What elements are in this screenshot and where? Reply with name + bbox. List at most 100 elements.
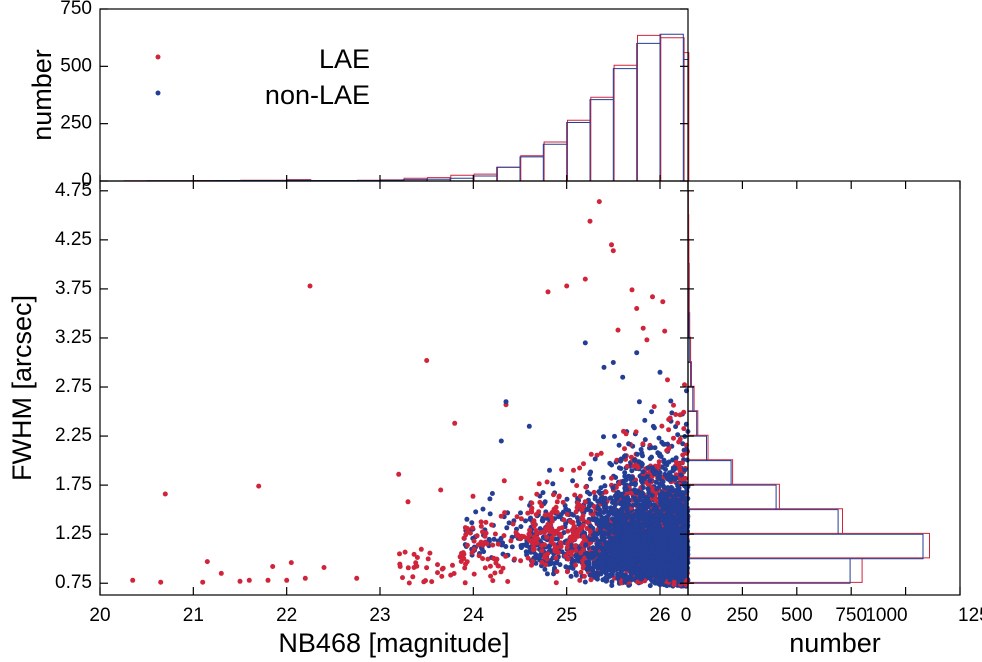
non-lae-point [676, 506, 682, 512]
lae-point [621, 428, 626, 434]
lae-point [514, 514, 520, 520]
non-lae-point [622, 453, 628, 459]
non-lae-point [634, 565, 640, 571]
non-lae-point [630, 539, 636, 545]
lae-point [405, 499, 411, 505]
lae-point [680, 452, 686, 458]
non-lae-point [639, 475, 645, 481]
non-lae-point [590, 537, 596, 543]
non-lae-point [469, 520, 475, 526]
non-lae-point [598, 485, 604, 491]
non-lae-point [634, 569, 640, 575]
lae-point [577, 465, 583, 471]
top-histogram-ylabel: number [27, 49, 57, 141]
lae-point [564, 511, 570, 517]
non-lae-point [563, 564, 569, 570]
non-lae-point [633, 522, 638, 528]
non-lae-point [612, 433, 617, 439]
non-lae-point [528, 515, 533, 521]
lae-point [307, 283, 313, 289]
lae-point [558, 540, 563, 546]
non-lae-point [609, 462, 615, 468]
non-lae-point [633, 498, 639, 504]
non-lae-point [656, 513, 662, 518]
lae-point [302, 575, 308, 581]
non-lae-point [650, 578, 655, 584]
non-lae-point [587, 471, 593, 477]
lae-point [265, 577, 271, 583]
non-lae-point [601, 537, 607, 543]
non-lae-point [588, 508, 594, 514]
non-lae-point [679, 516, 685, 522]
lae-point [666, 427, 672, 433]
lae-point [529, 500, 535, 506]
lae-point [559, 467, 565, 473]
lae-point [539, 560, 545, 565]
non-lae-point [608, 505, 614, 511]
non-lae-point [526, 544, 532, 550]
lae-point [554, 569, 560, 574]
non-lae-point [587, 491, 593, 497]
non-lae-point [603, 545, 609, 551]
scatter-ytick-label: 3.25 [55, 327, 92, 348]
lae-point [533, 528, 539, 534]
lae-point [491, 555, 497, 561]
non-lae-point [523, 518, 528, 524]
non-lae-point [550, 481, 556, 487]
non-lae-point [586, 503, 592, 509]
non-lae-point [602, 517, 608, 523]
non-lae-point [662, 485, 668, 491]
non-lae-point [618, 458, 624, 464]
lae-point [673, 412, 679, 417]
non-lae-point [518, 544, 524, 550]
non-lae-point [621, 503, 627, 509]
right-histogram-non-lae-bars [687, 190, 924, 595]
lae-point [610, 248, 616, 254]
lae-point [671, 435, 676, 441]
scatter-ytick-label: 1.25 [55, 523, 92, 544]
lae-point [524, 535, 530, 541]
lae-point [664, 448, 670, 453]
non-lae-point [653, 509, 659, 515]
scatter-xtick-label: 26 [649, 605, 670, 626]
non-lae-point [615, 489, 621, 495]
non-lae-point [656, 435, 662, 441]
lae-point [583, 484, 589, 490]
non-lae-point [634, 451, 640, 457]
lae-point [624, 463, 630, 469]
lae-point [204, 559, 210, 565]
lae-point [666, 417, 672, 422]
non-lae-point [682, 558, 688, 563]
non-lae-point [622, 473, 628, 479]
lae-point [424, 358, 430, 363]
non-lae-point [589, 565, 595, 571]
non-lae-point [631, 557, 637, 563]
non-lae-point [659, 516, 665, 522]
non-lae-point [542, 566, 548, 572]
lae-point [587, 218, 593, 224]
lae-point [488, 573, 494, 579]
lae-point [549, 535, 555, 541]
lae-point [545, 289, 551, 295]
top-histogram-ytick-label: 250 [60, 113, 92, 134]
lae-point [553, 555, 559, 561]
lae-point [492, 531, 498, 537]
non-lae-point [658, 546, 664, 552]
lae-point [530, 521, 536, 526]
non-lae-point [640, 485, 646, 490]
non-lae-point [682, 490, 687, 496]
lae-point [425, 556, 431, 562]
lae-point [505, 579, 511, 584]
lae-point [397, 564, 403, 569]
non-lae-point [593, 546, 599, 552]
non-lae-point [489, 491, 495, 496]
lae-point [526, 531, 532, 537]
non-lae-point [592, 456, 598, 462]
lae-point [538, 530, 544, 536]
scatter-ytick-label: 4.25 [55, 229, 92, 250]
non-lae-point [670, 486, 675, 492]
lae-point [478, 523, 484, 529]
non-lae-point [625, 576, 631, 582]
non-lae-point [683, 569, 689, 575]
lae-point [564, 569, 570, 575]
